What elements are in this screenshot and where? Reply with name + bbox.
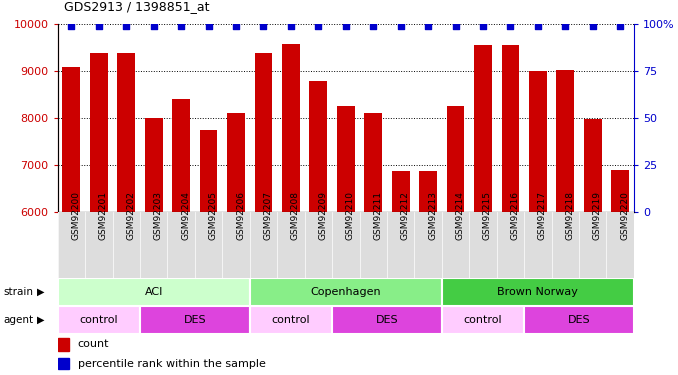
- Point: [422, 23, 433, 29]
- Bar: [612, 170, 629, 212]
- Point: [203, 23, 214, 29]
- Text: DES: DES: [184, 315, 206, 325]
- Text: GSM92200: GSM92200: [71, 190, 81, 240]
- Bar: [392, 171, 410, 212]
- Text: GSM92215: GSM92215: [483, 190, 492, 240]
- Bar: [474, 45, 492, 212]
- Text: GSM92216: GSM92216: [511, 190, 519, 240]
- Bar: [254, 53, 273, 212]
- Point: [94, 23, 104, 29]
- Text: agent: agent: [3, 315, 33, 325]
- Text: GSM92208: GSM92208: [291, 190, 300, 240]
- Text: percentile rank within the sample: percentile rank within the sample: [78, 359, 266, 369]
- Bar: [250, 278, 442, 306]
- Text: control: control: [79, 315, 118, 325]
- Bar: [524, 306, 634, 334]
- Text: ▶: ▶: [37, 286, 45, 297]
- Bar: [332, 306, 442, 334]
- Bar: [172, 99, 190, 212]
- Bar: [140, 306, 250, 334]
- Point: [450, 23, 461, 29]
- Text: ACI: ACI: [144, 286, 163, 297]
- Bar: [502, 45, 519, 212]
- Text: GSM92205: GSM92205: [209, 190, 218, 240]
- Text: Copenhagen: Copenhagen: [311, 286, 381, 297]
- Text: GSM92212: GSM92212: [401, 191, 410, 240]
- Bar: [145, 118, 163, 212]
- Text: GSM92214: GSM92214: [456, 191, 464, 240]
- Bar: [309, 81, 327, 212]
- Bar: [584, 119, 601, 212]
- Point: [395, 23, 406, 29]
- Bar: [337, 106, 355, 212]
- Bar: [364, 112, 382, 212]
- Text: control: control: [464, 315, 502, 325]
- Bar: [419, 171, 437, 212]
- Point: [532, 23, 543, 29]
- Point: [615, 23, 626, 29]
- Bar: [90, 53, 108, 212]
- Point: [176, 23, 186, 29]
- Text: GSM92204: GSM92204: [181, 191, 190, 240]
- Point: [505, 23, 516, 29]
- Text: GSM92202: GSM92202: [126, 191, 135, 240]
- Point: [313, 23, 324, 29]
- Text: GSM92217: GSM92217: [538, 190, 547, 240]
- Point: [560, 23, 571, 29]
- Text: control: control: [272, 315, 311, 325]
- Text: GSM92211: GSM92211: [373, 190, 382, 240]
- Bar: [199, 130, 218, 212]
- Text: GSM92210: GSM92210: [346, 190, 355, 240]
- Point: [367, 23, 378, 29]
- Text: GDS2913 / 1398851_at: GDS2913 / 1398851_at: [64, 0, 210, 13]
- Text: GSM92219: GSM92219: [593, 190, 602, 240]
- Point: [258, 23, 269, 29]
- Bar: [227, 113, 245, 212]
- Text: GSM92203: GSM92203: [154, 190, 163, 240]
- Bar: [442, 278, 634, 306]
- Text: strain: strain: [3, 286, 33, 297]
- Point: [285, 23, 296, 29]
- Text: GSM92201: GSM92201: [99, 190, 108, 240]
- Text: GSM92209: GSM92209: [319, 190, 327, 240]
- Point: [340, 23, 351, 29]
- Bar: [58, 338, 69, 351]
- Text: GSM92218: GSM92218: [565, 190, 574, 240]
- Bar: [58, 306, 140, 334]
- Text: GSM92207: GSM92207: [264, 190, 273, 240]
- Bar: [117, 53, 135, 212]
- Point: [148, 23, 159, 29]
- Bar: [58, 278, 250, 306]
- Bar: [557, 70, 574, 212]
- Point: [477, 23, 488, 29]
- Bar: [529, 71, 546, 212]
- Point: [66, 23, 77, 29]
- Point: [121, 23, 132, 29]
- Bar: [62, 67, 80, 212]
- Bar: [442, 306, 524, 334]
- Bar: [282, 44, 300, 212]
- Text: DES: DES: [567, 315, 591, 325]
- Text: count: count: [78, 339, 109, 349]
- Bar: [58, 358, 69, 369]
- Text: GSM92206: GSM92206: [236, 190, 245, 240]
- Text: DES: DES: [376, 315, 398, 325]
- Text: GSM92220: GSM92220: [620, 191, 629, 240]
- Bar: [447, 106, 464, 212]
- Bar: [250, 306, 332, 334]
- Point: [231, 23, 241, 29]
- Text: GSM92213: GSM92213: [428, 190, 437, 240]
- Text: Brown Norway: Brown Norway: [498, 286, 578, 297]
- Text: ▶: ▶: [37, 315, 45, 325]
- Point: [587, 23, 598, 29]
